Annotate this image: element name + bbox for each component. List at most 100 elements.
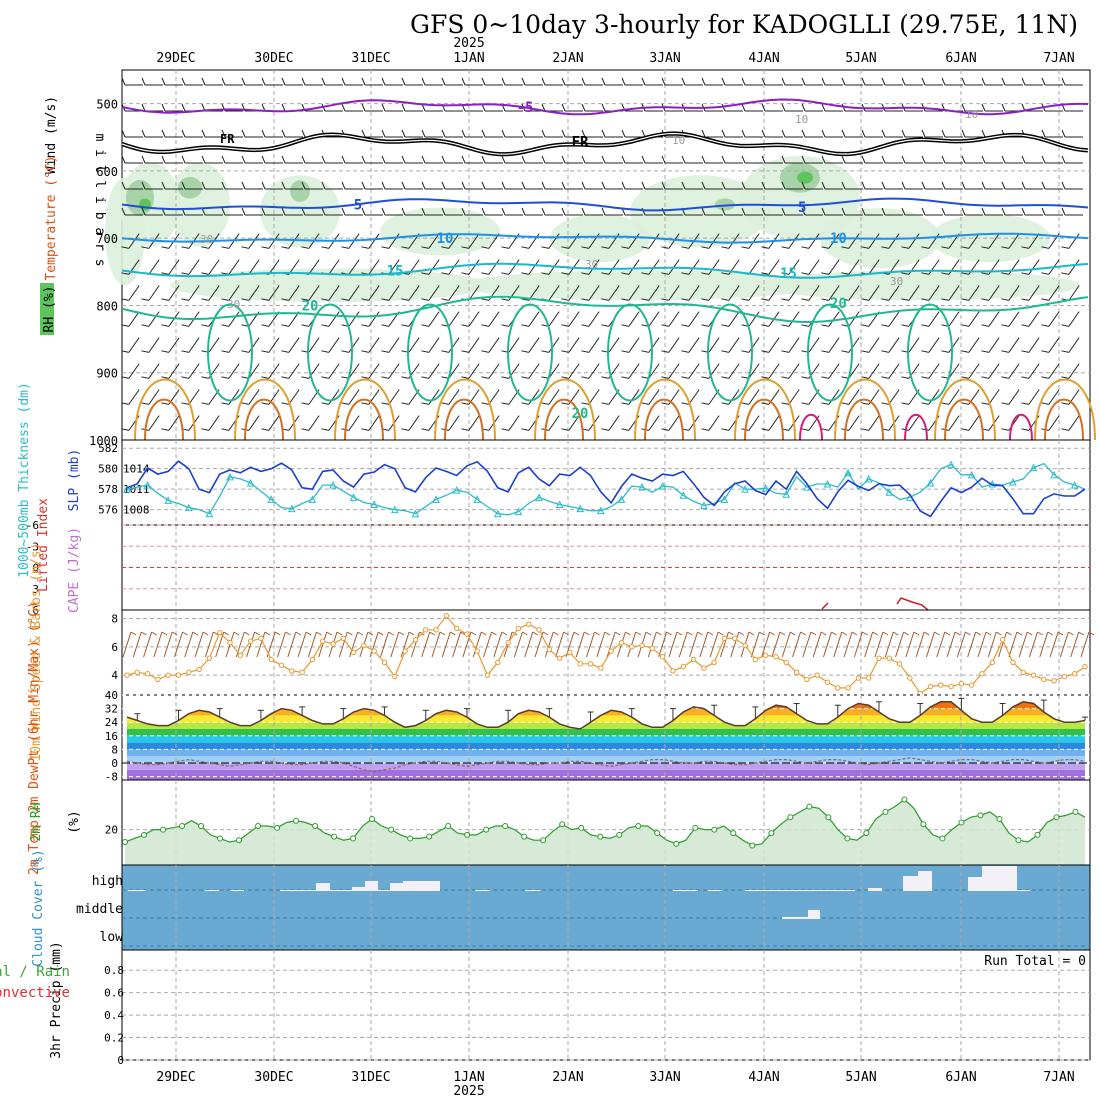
rh-point [312, 823, 319, 830]
wind-barb [901, 285, 920, 301]
top-date-label: 5JAN [845, 51, 876, 66]
wind-barb [361, 207, 383, 216]
cloud-axis-label: Cloud Cover (%) [31, 849, 46, 966]
cloud-level-label: high [92, 874, 123, 889]
wind-barb [701, 155, 723, 164]
wind10-barb [1049, 631, 1059, 658]
bottom-date-label: 7JAN [1043, 1070, 1074, 1085]
wind10-barb-flag [614, 631, 621, 636]
wind-barb [381, 337, 400, 353]
wind10-barb-flag [182, 631, 188, 636]
wind-barb [621, 311, 640, 327]
wind-barb [521, 181, 543, 190]
wind-barb [201, 415, 220, 431]
wind10-point [484, 672, 491, 678]
rh-point [578, 824, 585, 831]
wind-barb [741, 103, 763, 112]
cloud-middle-bar [782, 917, 808, 919]
wind10-point [989, 659, 995, 666]
cloud-middle-bar [808, 910, 820, 919]
wind-barb [921, 155, 943, 164]
wind-barb [581, 285, 600, 301]
wind-barb [581, 103, 603, 112]
isotherm-30 [144, 398, 184, 441]
wind-barb [841, 337, 860, 353]
wind-barb [541, 233, 560, 249]
wind10-point [515, 625, 522, 632]
rh-point [1034, 831, 1041, 838]
wind-barb [841, 285, 860, 301]
wind-barb [181, 181, 203, 190]
wind-barb [201, 285, 220, 301]
rh-point [882, 808, 889, 815]
wind10-point [845, 685, 851, 691]
wind10-point [680, 663, 686, 670]
rh-area [125, 799, 1085, 865]
isotherm-25 [334, 378, 396, 441]
wind-barb [341, 155, 363, 164]
rh-point [179, 823, 186, 830]
wind-barb [461, 207, 483, 216]
wind10-point [618, 639, 625, 646]
wind-barb [421, 77, 443, 86]
wind-barb [801, 207, 823, 216]
wind-barb [661, 77, 683, 86]
rh-contour-label: 30 [200, 233, 213, 246]
precip-tick-label: 0.2 [104, 1032, 124, 1045]
wind10-barb [895, 631, 905, 658]
wind10-point [1041, 676, 1047, 683]
wind10-barb-flag [790, 631, 796, 636]
wind-barb [701, 181, 723, 190]
wind10-barb-flag [450, 631, 456, 636]
thickness-point [782, 490, 791, 498]
wind-barb [921, 285, 940, 301]
cloud-high-bar [918, 871, 932, 891]
rh-point [692, 824, 699, 831]
wind10-barb-flag [944, 631, 951, 636]
wind-barb [421, 363, 440, 379]
wind-barb [961, 155, 983, 164]
wind-barb [841, 77, 863, 86]
wind10-barb-flag [388, 631, 394, 636]
wind10-barb-flag [573, 631, 580, 636]
isotherm-30 [844, 398, 884, 441]
rh-shade [460, 270, 820, 301]
rh-contour-label: 30 [585, 258, 598, 271]
isotherm-15 [121, 262, 1089, 279]
wind-barb [401, 155, 423, 164]
isotherm-25 [734, 378, 796, 441]
wind-barb [261, 233, 280, 249]
wind-barb [381, 77, 403, 86]
wind10-barb-flag [202, 631, 209, 636]
wind-barb [121, 155, 143, 164]
wind-barb [941, 155, 963, 164]
wind-barb [981, 233, 1000, 249]
wind-barb [441, 181, 463, 190]
wind-barb [1021, 207, 1043, 216]
thickness-line [126, 462, 1086, 516]
isotherm-25 [634, 378, 696, 441]
wind-barb [161, 129, 183, 138]
wind-barb [821, 155, 843, 164]
cloud-high-bar [280, 890, 316, 891]
wind10-point [309, 656, 316, 663]
wind-barb [941, 285, 960, 301]
rh-point [768, 830, 775, 837]
thickness-point [761, 484, 770, 492]
wind-barb [541, 363, 560, 379]
wind-barb [241, 233, 260, 249]
isotherm-20-cell [407, 303, 453, 402]
wind-barb [141, 207, 163, 216]
wind-barb [361, 103, 383, 112]
wind-barb [481, 389, 500, 405]
wind10-barb [380, 631, 390, 658]
wind-barb [461, 129, 483, 138]
rh-shade [630, 175, 770, 248]
wind-barb [381, 363, 400, 379]
wind-barb [521, 129, 543, 138]
wind-barb [181, 259, 200, 275]
wind-barb [761, 181, 783, 190]
wind-barb [981, 207, 1003, 216]
wind-barb [541, 155, 563, 164]
cloud-high-bar [365, 881, 378, 891]
